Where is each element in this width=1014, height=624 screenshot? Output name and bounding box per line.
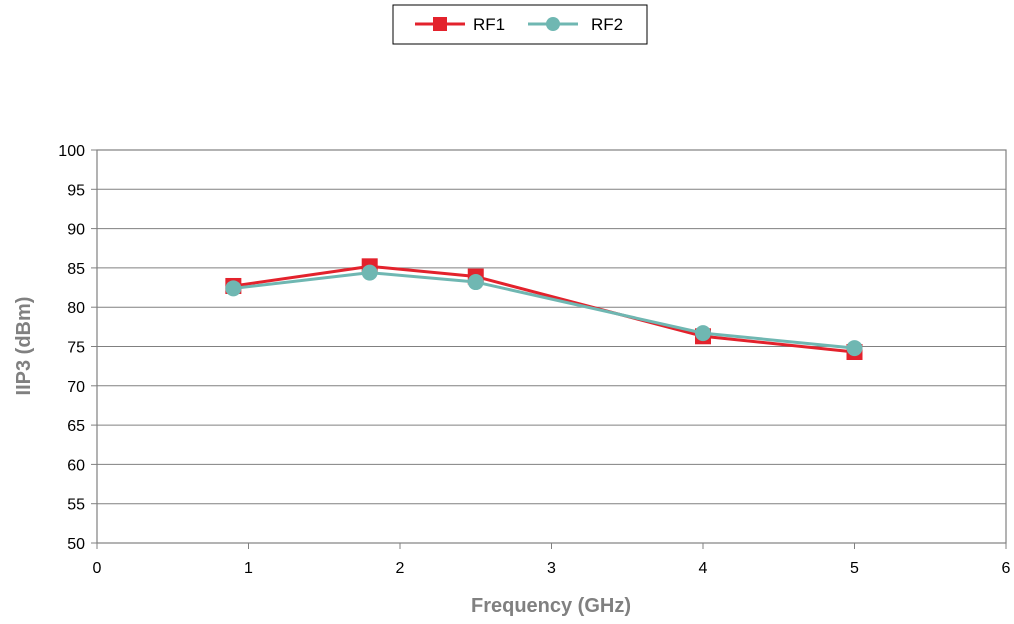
legend-label-rf1: RF1	[473, 15, 505, 34]
x-axis-title: Frequency (GHz)	[471, 595, 631, 617]
y-tick-label: 100	[58, 143, 85, 160]
x-tick-label: 4	[699, 560, 708, 577]
y-tick-label: 55	[67, 497, 85, 514]
y-tick-label: 85	[67, 261, 85, 278]
y-axis-ticks: 50 55 60 65 70 75 80 85 90 95 100	[58, 143, 97, 553]
x-axis-ticks: 0 1 2 3 4 5 6	[93, 543, 1011, 577]
legend-marker-rf2	[546, 17, 560, 31]
y-tick-label: 80	[67, 300, 85, 317]
gridlines	[97, 149, 1006, 544]
legend: RF1 RF2	[392, 4, 648, 45]
y-tick-label: 65	[67, 418, 85, 435]
x-tick-label: 0	[93, 560, 102, 577]
series-layer	[225, 258, 863, 361]
y-tick-label: 95	[67, 182, 85, 199]
legend-marker-rf1	[433, 17, 447, 31]
y-tick-label: 90	[67, 222, 85, 239]
x-tick-label: 3	[547, 560, 556, 577]
y-tick-label: 50	[67, 536, 85, 553]
x-tick-label: 6	[1002, 560, 1011, 577]
data-point-rf2	[225, 280, 242, 297]
data-point-rf2	[467, 274, 484, 291]
y-tick-label: 70	[67, 379, 85, 396]
y-tick-label: 60	[67, 457, 85, 474]
data-point-rf2	[361, 264, 378, 281]
data-point-rf2	[695, 325, 711, 342]
series-rf2	[225, 264, 863, 357]
series-rf1	[225, 258, 863, 361]
x-tick-label: 2	[396, 560, 405, 577]
y-tick-label: 75	[67, 340, 85, 357]
legend-label-rf2: RF2	[591, 15, 623, 34]
data-point-rf2	[846, 340, 863, 357]
x-tick-label: 1	[244, 560, 253, 577]
series-line-rf2	[233, 271, 855, 350]
y-axis-title: IIP3 (dBm)	[13, 297, 35, 396]
x-tick-label: 5	[850, 560, 859, 577]
